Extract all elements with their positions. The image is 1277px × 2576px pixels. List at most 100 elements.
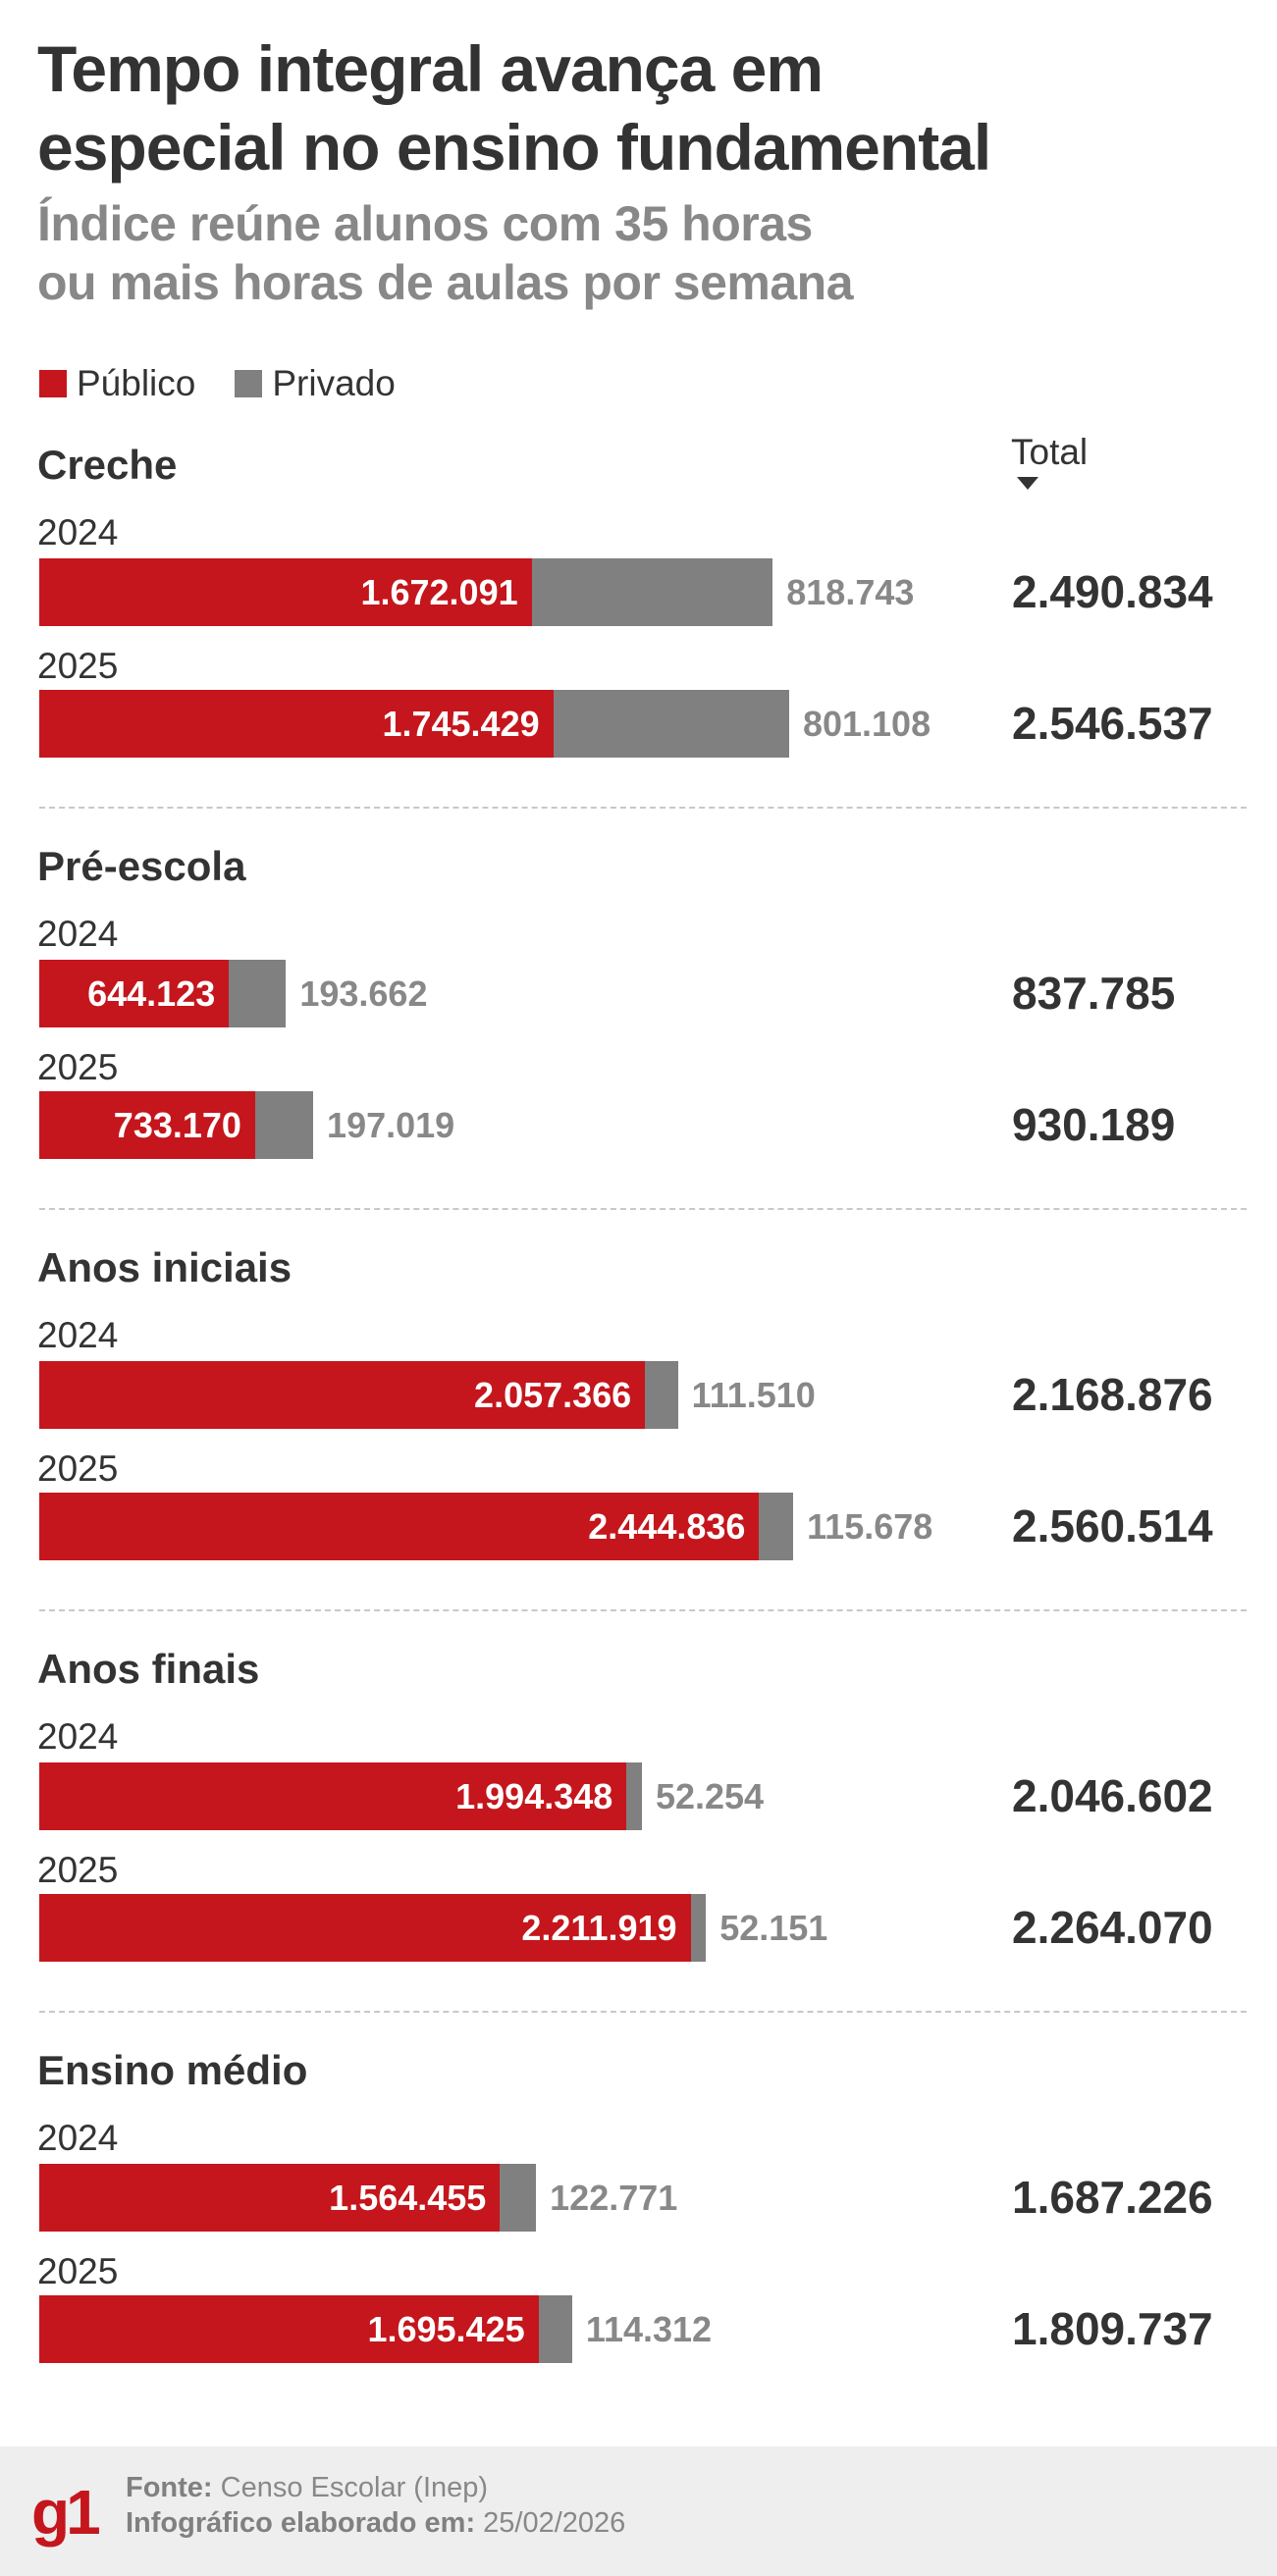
data-label-privado: 111.510 <box>691 1375 816 1415</box>
total-value: 2.560.514 <box>1012 1500 1213 1551</box>
section-divider <box>39 807 1247 809</box>
subtitle-line-2: ou mais horas de aulas por semana <box>37 255 854 310</box>
bar-segment-publico: 1.695.425 <box>39 2295 539 2363</box>
source-text: Censo Escolar (Inep) <box>220 2472 489 2503</box>
legend-item-publico: Público <box>39 363 195 404</box>
total-value: 2.168.876 <box>1012 1369 1213 1420</box>
data-label-privado: 801.108 <box>802 704 931 744</box>
stacked-bar: 1.564.455 <box>39 2164 537 2232</box>
bar-segment-privado <box>690 1894 707 1962</box>
year-label: 2025 <box>37 646 119 686</box>
chart-title: Tempo integral avança em especial no ens… <box>37 29 991 186</box>
section-pre-escola: Pré-escola 2024 644.123 193.662 837.785 2025 7… <box>0 843 1277 1259</box>
bar-segment-publico: 1.564.455 <box>39 2164 501 2232</box>
total-value: 930.189 <box>1012 1099 1176 1150</box>
year-label: 2025 <box>37 1850 119 1890</box>
bar-segment-privado <box>553 690 789 758</box>
title-line-2: especial no ensino fundamental <box>37 111 991 184</box>
bar-segment-privado <box>759 1493 794 1560</box>
data-label-privado: 52.151 <box>719 1908 828 1948</box>
section-title: Anos iniciais <box>37 1244 293 1290</box>
year-label: 2024 <box>37 1315 119 1355</box>
stacked-bar: 2.057.366 <box>39 1361 678 1429</box>
stacked-bar: 1.994.348 <box>39 1762 642 1830</box>
date-text: 25/02/2026 <box>483 2507 626 2539</box>
bar-segment-publico: 644.123 <box>39 960 230 1027</box>
stacked-bar: 2.211.919 <box>39 1894 707 1962</box>
data-label-publico: 1.564.455 <box>329 2178 487 2218</box>
data-label-publico: 1.695.425 <box>367 2309 525 2349</box>
bar-segment-publico: 733.170 <box>39 1091 255 1159</box>
year-label: 2024 <box>37 914 119 954</box>
section-creche: Creche 2024 1.672.091 818.743 2.490.834 2025 1… <box>0 442 1277 858</box>
data-label-publico: 1.994.348 <box>455 1776 613 1816</box>
bar-segment-privado <box>229 960 287 1027</box>
data-label-publico: 2.444.836 <box>588 1506 746 1547</box>
stacked-bar: 644.123 <box>39 960 287 1027</box>
year-label: 2025 <box>37 2251 119 2291</box>
data-label-privado: 114.312 <box>585 2309 713 2349</box>
bar-segment-privado <box>500 2164 537 2232</box>
bar-segment-publico: 1.994.348 <box>39 1762 627 1830</box>
data-label-publico: 2.211.919 <box>521 1908 677 1948</box>
bar-segment-privado <box>626 1762 642 1830</box>
bar-segment-publico: 2.057.366 <box>39 1361 646 1429</box>
section-title: Creche <box>37 442 178 488</box>
total-value: 2.546.537 <box>1012 698 1213 749</box>
bar-segment-privado <box>531 558 773 626</box>
total-value: 1.687.226 <box>1012 2172 1213 2223</box>
source-line: Fonte: Censo Escolar (Inep) <box>126 2472 488 2504</box>
year-label: 2025 <box>37 1448 119 1489</box>
date-line: Infográfico elaborado em: 25/02/2026 <box>126 2507 625 2540</box>
total-value: 2.490.834 <box>1012 566 1213 617</box>
data-label-publico: 644.123 <box>87 973 216 1014</box>
section-divider <box>39 2011 1247 2013</box>
g1-logo: g1 <box>31 2477 101 2548</box>
total-column-header: Total <box>1011 432 1089 472</box>
year-label: 2025 <box>37 1047 119 1087</box>
source-label: Fonte: <box>126 2472 213 2503</box>
bar-segment-publico: 1.745.429 <box>39 690 554 758</box>
total-value: 2.046.602 <box>1012 1770 1213 1821</box>
section-divider <box>39 1208 1247 1210</box>
date-label: Infográfico elaborado em: <box>126 2507 476 2539</box>
total-value: 1.809.737 <box>1012 2303 1213 2354</box>
stacked-bar: 1.745.429 <box>39 690 789 758</box>
stacked-bar: 1.672.091 <box>39 558 773 626</box>
data-label-privado: 52.254 <box>655 1776 765 1816</box>
data-label-publico: 1.672.091 <box>360 572 518 612</box>
data-label-privado: 193.662 <box>299 973 428 1014</box>
chart-subtitle: Índice reúne alunos com 35 horas ou mais… <box>37 194 854 312</box>
bar-segment-privado <box>645 1361 678 1429</box>
data-label-privado: 818.743 <box>786 572 915 612</box>
data-label-privado: 122.771 <box>550 2178 678 2218</box>
bar-segment-publico: 1.672.091 <box>39 558 532 626</box>
bar-segment-privado <box>538 2295 572 2363</box>
section-ensino-medio: Ensino médio 2024 1.564.455 122.771 1.687.22… <box>0 2047 1277 2463</box>
stacked-bar: 1.695.425 <box>39 2295 572 2363</box>
legend-label-publico: Público <box>77 363 196 403</box>
data-label-publico: 2.057.366 <box>474 1375 632 1415</box>
legend-label-privado: Privado <box>272 363 396 403</box>
section-title: Ensino médio <box>37 2047 308 2093</box>
bar-segment-publico: 2.444.836 <box>39 1493 760 1560</box>
year-label: 2024 <box>37 2118 119 2158</box>
stacked-bar: 2.444.836 <box>39 1493 794 1560</box>
year-label: 2024 <box>37 1716 119 1757</box>
stacked-bar: 733.170 <box>39 1091 314 1159</box>
arrow-down-icon <box>1017 477 1038 490</box>
bar-segment-privado <box>254 1091 314 1159</box>
title-line-1: Tempo integral avança em <box>37 32 824 105</box>
data-label-publico: 733.170 <box>113 1105 241 1145</box>
data-label-privado: 115.678 <box>807 1506 933 1547</box>
data-label-publico: 1.745.429 <box>382 704 540 744</box>
legend-swatch-privado <box>235 370 263 397</box>
legend-swatch-publico <box>39 370 67 397</box>
total-value: 837.785 <box>1012 968 1176 1019</box>
section-anos-finais: Anos finais 2024 1.994.348 52.254 2.046.602 2… <box>0 1646 1277 2062</box>
section-title: Anos finais <box>37 1646 260 1692</box>
bar-segment-publico: 2.211.919 <box>39 1894 691 1962</box>
subtitle-line-1: Índice reúne alunos com 35 horas <box>37 196 813 251</box>
legend: Público Privado <box>39 363 396 404</box>
section-divider <box>39 1609 1247 1611</box>
